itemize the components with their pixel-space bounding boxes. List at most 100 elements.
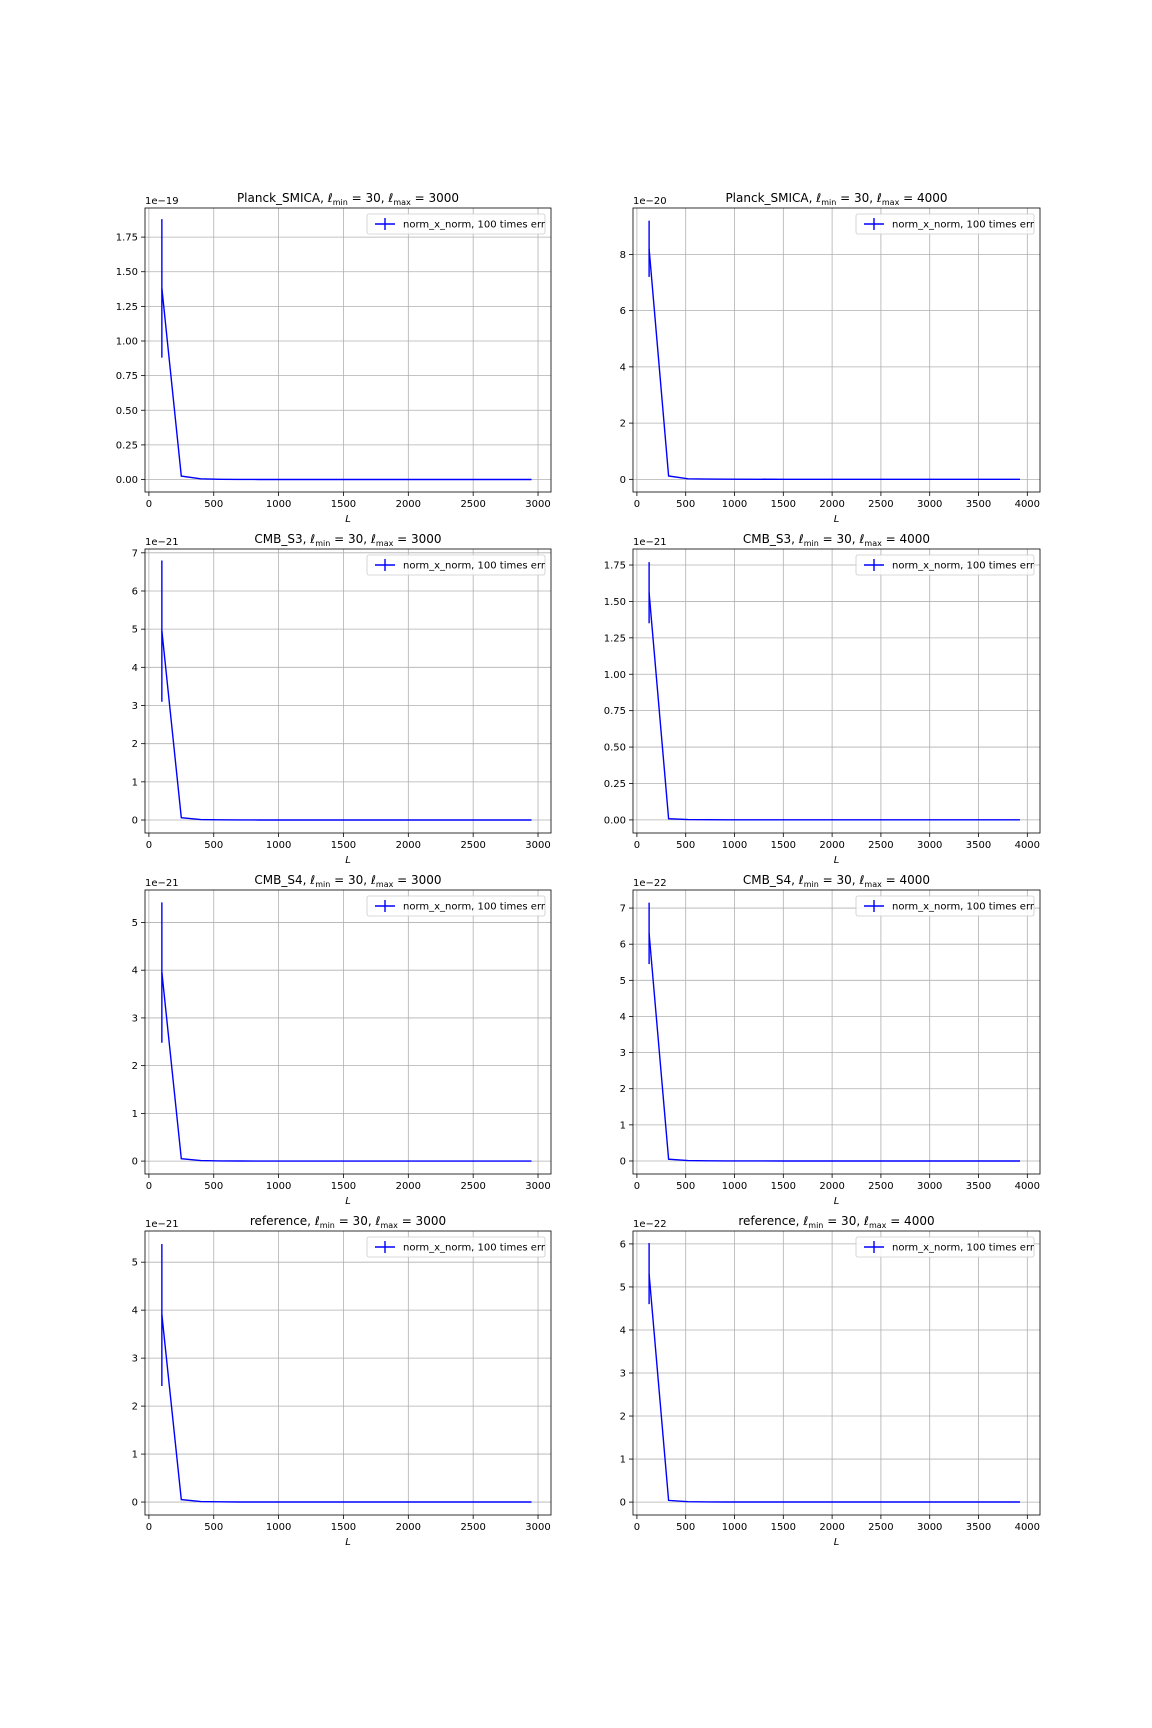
chart-p5-title-lmin: = 30, <box>330 873 371 887</box>
chart-p8-series-line <box>648 1273 1020 1503</box>
chart-p6-offset: 1e−22 <box>633 878 667 889</box>
chart-p3-ytick-label-6: 6 <box>132 586 138 597</box>
chart-p5-ytick-label-5: 5 <box>132 918 138 929</box>
chart-p4-ytick-label-7: 1.75 <box>604 561 626 572</box>
chart-p7-ytick-label-2: 2 <box>132 1402 138 1413</box>
chart-p8-ytick-label-2: 2 <box>620 1412 626 1423</box>
chart-p7-title-sub-min: min <box>320 1221 335 1230</box>
chart-p3-ytick-label-4: 4 <box>132 663 138 674</box>
chart-p1-ytick-label-0: 0.00 <box>116 475 138 486</box>
chart-p8-ytick-label-3: 3 <box>620 1369 626 1380</box>
chart-p7-ytick-label-5: 5 <box>132 1258 138 1269</box>
chart-p3-title-ell-1: ℓ <box>309 532 315 546</box>
chart-p5-xtick-label-4: 2000 <box>396 1181 421 1192</box>
chart-p3-offset: 1e−21 <box>145 537 179 548</box>
chart-p4: 0 500 1000 1500 2000 2500 3000 3500 4000 0.00 0.25… <box>604 532 1041 866</box>
chart-p2-xtick-label-4: 2000 <box>819 499 844 510</box>
chart-p6-title-ell-1: ℓ <box>798 873 804 887</box>
chart-p3-xtick-label-0: 0 <box>146 840 152 851</box>
chart-p3-xtick-label-3: 1500 <box>331 840 356 851</box>
chart-p4-xlabel: L <box>834 855 840 866</box>
chart-p4-xtick-label-2: 1000 <box>722 840 747 851</box>
chart-p1-ytick-label-1: 0.25 <box>116 440 138 451</box>
chart-p4-legend-box <box>855 554 1035 576</box>
chart-p1-title-main: Planck_SMICA, <box>237 191 328 205</box>
chart-p8-xtick-label-1: 500 <box>676 1522 695 1533</box>
chart-p1-title-lmin: = 30, <box>348 191 389 205</box>
chart-p3-ytick-label-5: 5 <box>132 625 138 636</box>
chart-p5-xtick-label-3: 1500 <box>331 1181 356 1192</box>
chart-p2: 0 500 1000 1500 2000 2500 3000 3500 4000 0 2 4 6 8 1e−… <box>620 191 1041 525</box>
chart-p6-series-line <box>648 933 1020 1162</box>
chart-p8-title-main: reference, <box>738 1214 803 1228</box>
chart-p3-xtick-label-2: 1000 <box>266 840 291 851</box>
chart-p5-title-ell-2: ℓ <box>370 873 376 887</box>
chart-p6-axes-frame <box>632 889 1041 1175</box>
chart-p4-axes-frame <box>632 548 1041 834</box>
chart-p6-xtick-label-6: 3000 <box>917 1181 942 1192</box>
chart-p2-xtick-label-5: 2500 <box>868 499 893 510</box>
chart-p8-xtick-label-6: 3000 <box>917 1522 942 1533</box>
chart-p6-ytick-label-5: 5 <box>620 976 626 987</box>
chart-p8-title-sub-min: min <box>808 1221 823 1230</box>
chart-p6-xtick-label-2: 1000 <box>722 1181 747 1192</box>
chart-p5-xtick-label-6: 3000 <box>525 1181 550 1192</box>
chart-p8-xtick-label-5: 2500 <box>868 1522 893 1533</box>
chart-p8-xtick-label-8: 4000 <box>1015 1522 1040 1533</box>
chart-p4-ytick-label-1: 0.25 <box>604 779 626 790</box>
chart-p6-xtick-label-4: 2000 <box>819 1181 844 1192</box>
chart-p1-xtick-label-1: 500 <box>204 499 223 510</box>
chart-p6-xtick-label-3: 1500 <box>771 1181 796 1192</box>
chart-p5-ytick-label-1: 1 <box>132 1109 138 1120</box>
chart-p5-xtick-label-5: 2500 <box>460 1181 485 1192</box>
chart-p7: 0 500 1000 1500 2000 2500 3000 0 1 2 3 4 5 1e−21 Lrefe… <box>132 1214 552 1548</box>
chart-p1-xtick-label-3: 1500 <box>331 499 356 510</box>
chart-p7-title-main: reference, <box>250 1214 315 1228</box>
chart-p1-axes-frame <box>144 207 552 493</box>
chart-p6-xtick-label-5: 2500 <box>868 1181 893 1192</box>
chart-p2-xtick-label-8: 4000 <box>1015 499 1040 510</box>
chart-p5-offset: 1e−21 <box>145 878 179 889</box>
chart-p2-title-lmax: = 4000 <box>899 191 947 205</box>
chart-p8-ytick-label-1: 1 <box>620 1455 626 1466</box>
chart-p3-axes-frame <box>144 548 552 834</box>
chart-p8-title-lmin: = 30, <box>823 1214 864 1228</box>
chart-p6-ytick-label-1: 1 <box>620 1120 626 1131</box>
chart-p4-ytick-label-3: 0.75 <box>604 706 626 717</box>
chart-p3-title-main: CMB_S3, <box>254 532 310 546</box>
chart-p6: 0 500 1000 1500 2000 2500 3000 3500 4000 0 1 2 3 4 5 6 7… <box>620 873 1041 1207</box>
chart-p1-title-ell-1: ℓ <box>327 191 333 205</box>
chart-p2-xlabel: L <box>834 514 840 525</box>
chart-p8-legend-box <box>855 1236 1035 1258</box>
chart-p6-ytick-label-2: 2 <box>620 1084 626 1095</box>
chart-p4-xtick-label-1: 500 <box>676 840 695 851</box>
chart-p7-legend-box <box>366 1236 546 1258</box>
chart-p2-xtick-label-1: 500 <box>676 499 695 510</box>
chart-p7-xtick-label-4: 2000 <box>396 1522 421 1533</box>
chart-p7-title-sub-max: max <box>380 1221 398 1230</box>
chart-p6-title-ell-2: ℓ <box>858 873 864 887</box>
chart-p8-ytick-label-4: 4 <box>620 1325 626 1336</box>
chart-p7-title-ell-1: ℓ <box>314 1214 320 1228</box>
chart-p2-ytick-label-1: 2 <box>620 419 626 430</box>
chart-p2-title-ell-2: ℓ <box>876 191 882 205</box>
chart-p2-ytick-label-2: 4 <box>620 362 626 373</box>
chart-p4-title: CMB_S3, ℓmin = 30, ℓmax = 4000 <box>743 532 930 548</box>
chart-p2-title-main: Planck_SMICA, <box>725 191 816 205</box>
chart-p1-offset: 1e−19 <box>145 196 179 207</box>
chart-p4-title-ell-1: ℓ <box>798 532 804 546</box>
chart-p3-xtick-label-6: 3000 <box>525 840 550 851</box>
chart-p1-xtick-label-5: 2500 <box>460 499 485 510</box>
chart-p7-xtick-label-0: 0 <box>146 1522 152 1533</box>
chart-p4-title-sub-min: min <box>804 539 819 548</box>
chart-p1-ytick-label-7: 1.75 <box>116 233 138 244</box>
chart-p5-xlabel: L <box>345 1196 351 1207</box>
chart-p3-xtick-label-4: 2000 <box>396 840 421 851</box>
chart-p3-xlabel: L <box>345 855 351 866</box>
chart-p8-title-ell-1: ℓ <box>802 1214 808 1228</box>
chart-p8-xtick-label-0: 0 <box>634 1522 640 1533</box>
chart-p1-series-line <box>161 288 532 481</box>
chart-p3-xtick-label-5: 2500 <box>460 840 485 851</box>
chart-p7-offset: 1e−21 <box>145 1219 179 1230</box>
chart-p5-title-lmax: = 3000 <box>393 873 441 887</box>
